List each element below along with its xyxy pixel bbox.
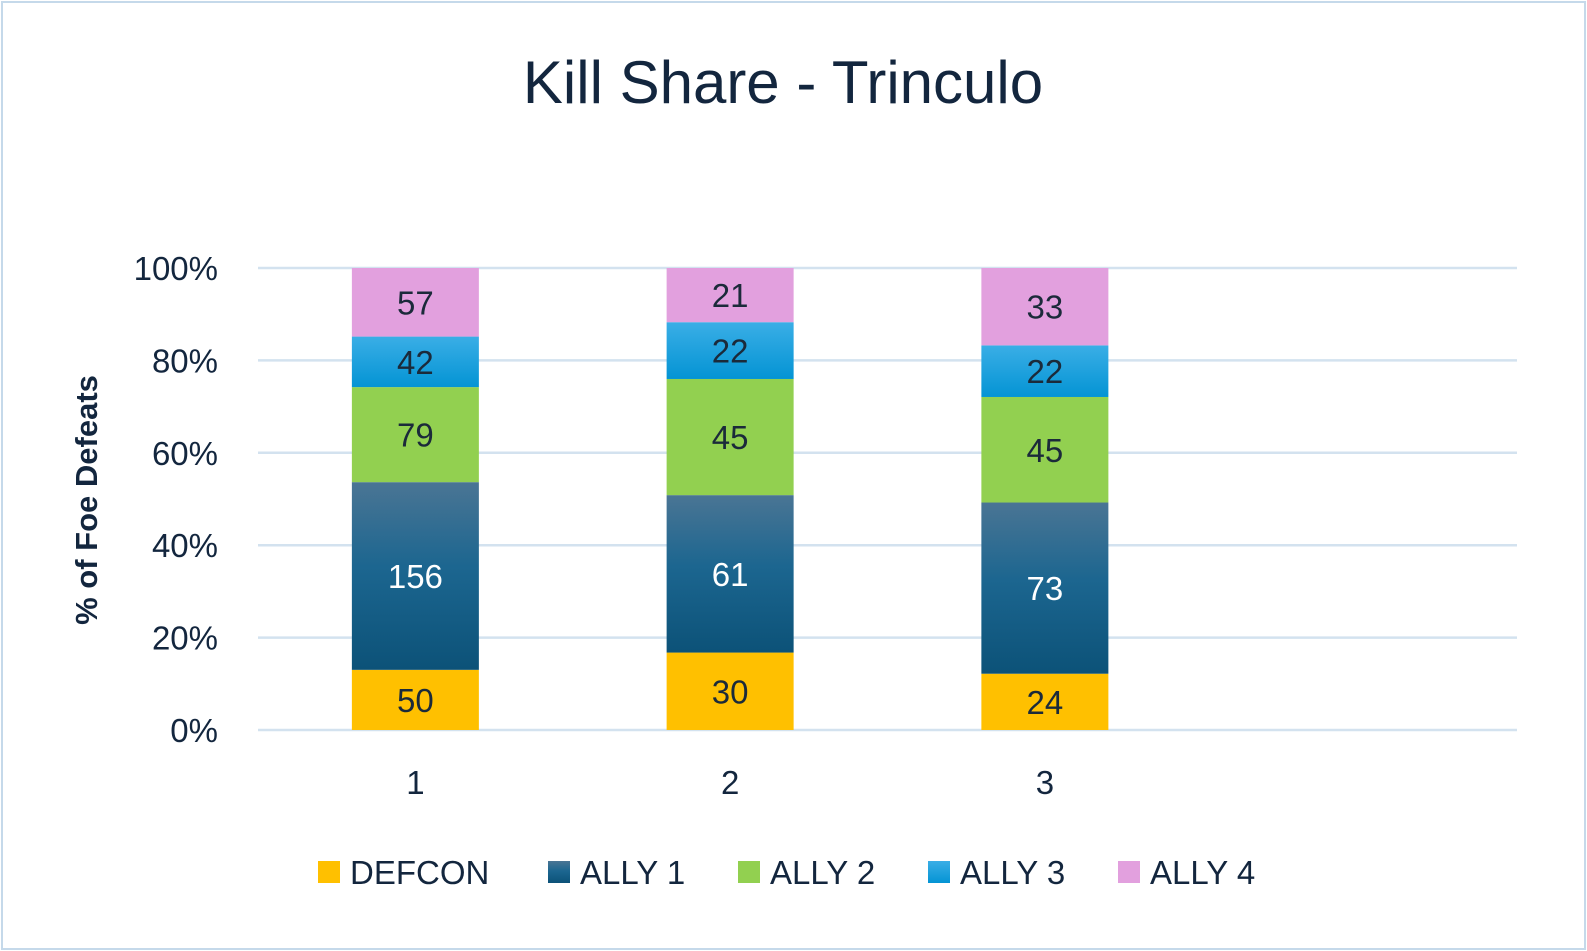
legend-swatch	[318, 861, 340, 883]
data-label: 22	[712, 333, 749, 370]
legend-swatch	[1118, 861, 1140, 883]
y-tick-label: 80%	[152, 342, 218, 379]
bar-segment-ally-2	[351, 387, 479, 483]
data-label: 24	[1027, 684, 1064, 721]
data-label: 30	[712, 673, 749, 710]
data-label: 79	[397, 417, 434, 454]
bar-segment-ally-3	[351, 336, 479, 388]
bar-segment-ally-3	[666, 322, 794, 379]
x-tick-label: 2	[721, 764, 739, 801]
x-tick-label: 1	[406, 764, 424, 801]
legend-label: DEFCON	[350, 854, 489, 891]
legend-swatch	[548, 861, 570, 883]
bar-segment-ally-1	[981, 502, 1109, 674]
bar-segment-defcon	[666, 652, 794, 730]
legend-label: ALLY 4	[1150, 854, 1255, 891]
bar-segment-ally-2	[981, 396, 1109, 503]
data-label: 50	[397, 682, 434, 719]
bar-segment-ally-4	[666, 268, 794, 323]
data-label: 22	[1027, 353, 1064, 390]
bar-segment-ally-4	[351, 268, 479, 337]
data-label: 21	[712, 277, 749, 314]
bar-segment-ally-3	[981, 345, 1109, 397]
data-label: 45	[712, 419, 749, 456]
data-label: 73	[1027, 570, 1064, 607]
bar-segment-ally-4	[981, 268, 1109, 346]
data-label: 61	[712, 556, 749, 593]
data-label: 156	[388, 558, 443, 595]
data-label: 33	[1027, 289, 1064, 326]
y-tick-label: 40%	[152, 527, 218, 564]
legend-label: ALLY 2	[770, 854, 875, 891]
bar-segment-ally-1	[351, 482, 479, 670]
y-tick-label: 60%	[152, 435, 218, 472]
y-axis-title: % of Foe Defeats	[69, 375, 104, 625]
bar-segment-ally-1	[666, 495, 794, 653]
data-label: 45	[1027, 432, 1064, 469]
data-label: 57	[397, 284, 434, 321]
y-tick-label: 0%	[170, 712, 218, 749]
y-tick-label: 100%	[134, 250, 218, 287]
legend-swatch	[738, 861, 760, 883]
legend-swatch	[928, 861, 950, 883]
data-label: 42	[397, 344, 434, 381]
bar-segment-defcon	[981, 673, 1109, 730]
bar-segment-defcon	[351, 669, 479, 730]
legend-label: ALLY 1	[580, 854, 685, 891]
y-tick-label: 20%	[152, 620, 218, 657]
x-tick-label: 3	[1036, 764, 1054, 801]
legend-label: ALLY 3	[960, 854, 1065, 891]
chart-title: Kill Share - Trinculo	[523, 49, 1043, 116]
bar-segment-ally-2	[666, 378, 794, 496]
